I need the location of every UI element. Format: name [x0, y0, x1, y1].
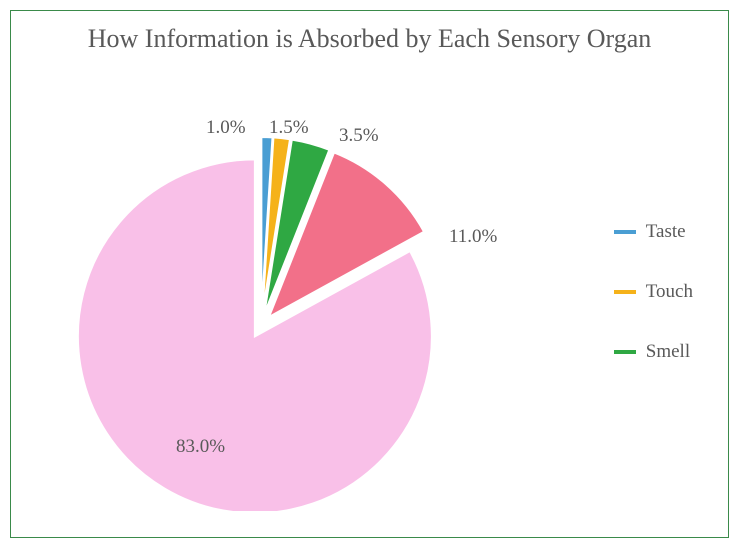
legend-marker-touch [614, 290, 636, 294]
data-label: 3.5% [339, 125, 379, 147]
data-label: 11.0% [449, 226, 497, 248]
legend-label-smell: Smell [646, 341, 690, 363]
legend-marker-smell [614, 350, 636, 354]
legend: Taste Touch Smell [614, 221, 693, 363]
legend-marker-taste [614, 230, 636, 234]
legend-label-taste: Taste [646, 221, 686, 243]
legend-label-touch: Touch [646, 281, 693, 303]
data-label: 1.0% [206, 117, 246, 139]
legend-item-smell: Smell [614, 341, 693, 363]
data-label: 1.5% [269, 117, 309, 139]
chart-container: How Information is Absorbed by Each Sens… [10, 10, 729, 538]
pie-svg [71, 131, 451, 511]
legend-item-taste: Taste [614, 221, 693, 243]
pie-chart-area: 1.0%1.5%3.5%11.0%83.0% [71, 131, 451, 511]
legend-item-touch: Touch [614, 281, 693, 303]
chart-title: How Information is Absorbed by Each Sens… [11, 11, 728, 54]
data-label: 83.0% [176, 436, 225, 458]
